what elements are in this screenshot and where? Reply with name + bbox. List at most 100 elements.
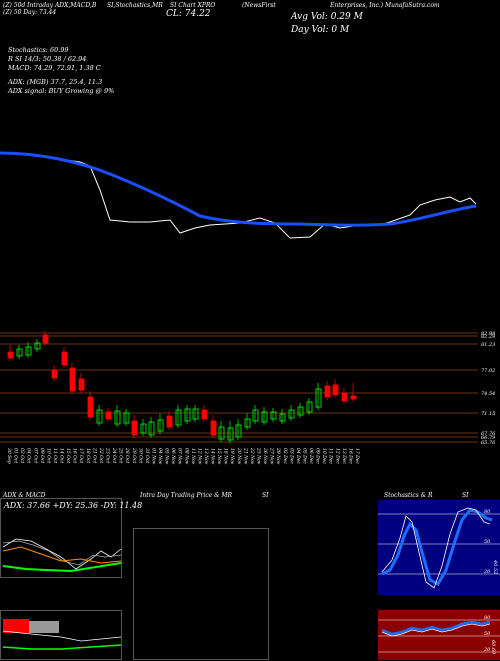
candle-body — [184, 408, 191, 422]
stoch-panel-title: Stochastics & R — [384, 492, 433, 499]
si-level-50: 50 — [484, 631, 491, 637]
date-label: 21 Oct — [91, 447, 97, 463]
date-label: 06 Nov — [170, 448, 176, 465]
date-label: 18 Oct — [85, 448, 91, 463]
date-label: 17 Oct — [78, 448, 84, 463]
candle-body — [324, 385, 331, 398]
date-label: 30 Sep — [6, 448, 12, 464]
si-panel: 80 50 20 60.69 — [378, 610, 500, 660]
candle-body — [218, 426, 225, 440]
date-label: 11 Nov — [190, 448, 196, 465]
candle-body — [61, 351, 68, 366]
macd-value: MACD: 74.29, 72.91, 1.38 C — [8, 64, 101, 72]
date-label: 15 Nov — [216, 448, 222, 465]
date-label: 22 Nov — [249, 447, 255, 465]
candle-body — [192, 408, 199, 420]
price-level-label: 74.54 — [481, 391, 495, 397]
adx-value: ADX: (MGB) 37.7, 25.4, 11.3 — [8, 78, 103, 86]
intraday-panel — [133, 528, 269, 660]
date-label: 03 Dec — [288, 448, 294, 464]
candle-body — [166, 415, 173, 428]
candle-body — [244, 418, 251, 428]
date-label: 26 Nov — [262, 447, 268, 465]
close-price: CL: 74.22 — [166, 9, 211, 19]
date-label: 01 Nov — [150, 448, 156, 465]
date-label: 15 Oct — [65, 448, 71, 463]
date-label: 25 Nov — [256, 447, 262, 465]
date-label: 29 Oct — [131, 447, 137, 463]
adx-macd-title: ADX & MACD — [3, 492, 46, 499]
date-label: 06 Dec — [308, 448, 314, 464]
date-label: 16 Oct — [72, 448, 78, 463]
intraday-si: SI — [262, 492, 269, 499]
date-label: 03 Oct — [19, 448, 25, 463]
candle-body — [51, 369, 58, 379]
price-level-label: 82.98 — [481, 331, 495, 337]
date-label: 04 Nov — [157, 448, 163, 465]
candle-body — [297, 406, 304, 416]
price-level-label: 66.79 — [481, 435, 496, 441]
date-label: 08 Nov — [183, 448, 189, 465]
price-level-label: 82.29 — [481, 334, 496, 340]
stoch-level-20: 20 — [483, 569, 491, 575]
si-level-80: 80 — [484, 615, 491, 621]
candle-body — [341, 392, 348, 402]
candle-body — [148, 421, 155, 436]
date-label: 01 Oct — [13, 448, 19, 463]
date-label: 11 Dec — [328, 448, 334, 464]
stochastics-value: Stochastics: 60.99 — [8, 46, 69, 54]
stoch-side-label: 40.52 — [492, 559, 498, 574]
date-label: 09 Dec — [315, 448, 321, 464]
date-label: 19 Nov — [229, 448, 235, 465]
date-label: 24 Oct — [111, 447, 117, 463]
candle-body — [25, 346, 32, 356]
date-label: 13 Dec — [341, 448, 347, 464]
date-label: 05 Dec — [301, 448, 307, 464]
si-value: R SI 14/3: 50.38 / 62.94 — [8, 55, 87, 63]
date-label: 16 Dec — [347, 448, 353, 464]
candle-body — [252, 409, 259, 422]
candle-body — [350, 395, 357, 400]
date-label: 05 Nov — [164, 448, 170, 465]
date-label: 18 Nov — [223, 448, 229, 465]
avg-volume: Avg Vol: 0.29 M — [291, 12, 363, 22]
date-label: 09 Oct — [39, 448, 45, 463]
price-level-label: 71.15 — [481, 411, 495, 417]
candle-body — [210, 420, 217, 436]
date-label: 14 Nov — [210, 448, 216, 465]
symbol-line-2: (Z) 50 Day: 73.44 — [3, 9, 57, 16]
company-name: (NewsFirst — [242, 2, 276, 9]
candle-body — [279, 413, 286, 422]
date-label: 20 Nov — [236, 447, 242, 465]
date-label: 11 Oct — [52, 448, 58, 463]
candle-body — [87, 396, 94, 418]
candle-body — [175, 409, 182, 426]
date-label: 17 Dec — [354, 448, 360, 464]
candle-body — [306, 401, 313, 413]
candle-body — [332, 384, 339, 396]
date-label: 14 Oct — [59, 448, 65, 463]
stoch-panel-si: SI — [462, 492, 469, 499]
date-label: 28 Oct — [124, 447, 130, 463]
date-label: 12 Nov — [196, 448, 202, 465]
si-lines: 80 50 20 60.69 — [378, 615, 500, 655]
price-level-label: 77.02 — [481, 368, 495, 374]
date-label: 04 Dec — [295, 448, 301, 464]
stochastics-panel: 80 50 20 40.52 — [378, 500, 500, 595]
adx-values: ADX: 37.66 +DY: 25.36 -DY: 11.48 — [4, 501, 143, 510]
candle-body — [131, 420, 138, 436]
price-level-label: 81.23 — [481, 342, 495, 348]
date-label: 07 Nov — [177, 448, 183, 465]
price-line — [0, 153, 477, 239]
adx-lines — [2, 538, 122, 573]
date-label: 30 Oct — [137, 448, 143, 463]
adx-panel: ADX: 37.66 +DY: 25.36 -DY: 11.48 — [0, 498, 142, 578]
candle-body — [227, 427, 234, 441]
date-label: 25 Oct — [118, 447, 124, 463]
date-label: 12 Dec — [334, 448, 340, 464]
date-label: 13 Nov — [203, 448, 209, 465]
candle-body — [261, 411, 268, 423]
date-label: 04 Oct — [26, 448, 32, 463]
date-label: 10 Dec — [321, 448, 327, 464]
stoch-title: SI,Stochastics,MR — [107, 2, 163, 9]
